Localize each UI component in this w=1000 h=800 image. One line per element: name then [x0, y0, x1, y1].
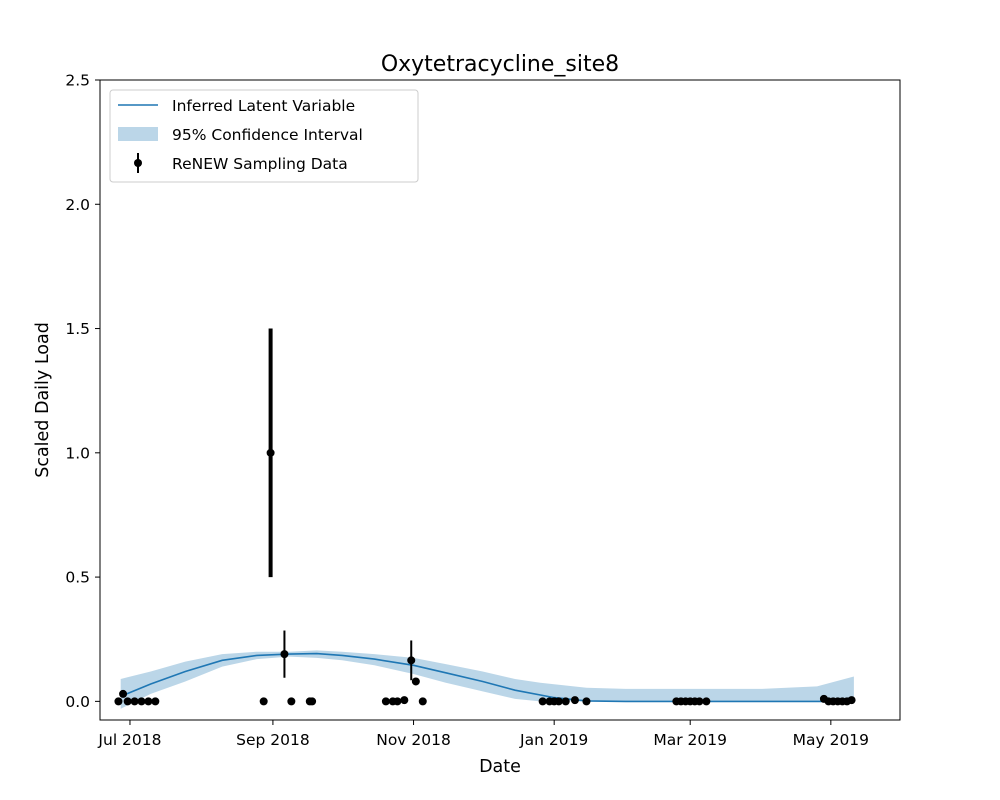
y-axis-label: Scaled Daily Load	[33, 322, 53, 478]
data-point	[119, 689, 128, 698]
data-point	[407, 656, 416, 665]
data-point	[582, 697, 591, 706]
latent-line-layer	[120, 652, 854, 703]
y-tick-label: 1.5	[65, 320, 90, 338]
data-point	[538, 697, 547, 706]
data-point	[702, 697, 711, 706]
x-axis-label: Date	[479, 757, 521, 777]
y-tick-label: 2.5	[65, 72, 90, 90]
legend-frame	[109, 89, 419, 183]
y-tick-label: 0.5	[65, 569, 90, 587]
data-point	[561, 697, 570, 706]
y-tick-label: 2.0	[65, 196, 90, 214]
data-point	[381, 697, 390, 706]
data-point	[137, 697, 146, 706]
y-tick-label: 0.0	[65, 693, 90, 711]
confidence-band	[120, 650, 854, 709]
x-tick-label: Nov 2018	[376, 731, 451, 749]
x-tick-label: Jul 2018	[97, 731, 161, 749]
sampling-data-layer	[114, 328, 856, 706]
legend: Inferred Latent Variable 95% Confidence I…	[109, 89, 419, 183]
x-tick-label: Sep 2018	[236, 731, 310, 749]
data-point	[287, 697, 296, 706]
data-point	[308, 697, 317, 706]
data-point	[411, 677, 420, 686]
data-point	[554, 697, 563, 706]
data-point	[123, 697, 132, 706]
legend-band-swatch	[118, 127, 158, 141]
data-point	[280, 650, 289, 659]
data-point	[259, 697, 268, 706]
data-point	[695, 697, 704, 706]
legend-label: Inferred Latent Variable	[172, 97, 355, 115]
x-tick-label: Jan 2019	[519, 731, 588, 749]
y-axis-ticks: 0.0 0.5 1.0 1.5 2.0 2.5	[65, 72, 100, 711]
confidence-band-layer	[120, 650, 854, 709]
latent-variable-line	[120, 652, 854, 703]
data-point	[266, 448, 275, 457]
data-point	[130, 697, 139, 706]
data-point	[114, 697, 123, 706]
data-point	[847, 696, 856, 705]
x-tick-label: May 2019	[793, 731, 869, 749]
legend-label: ReNEW Sampling Data	[172, 155, 348, 173]
x-axis-ticks: Jul 2018 Sep 2018 Nov 2018 Jan 2019 Mar 2019…	[97, 720, 869, 749]
data-point	[144, 697, 153, 706]
data-point	[393, 697, 402, 706]
chart-title: Oxytetracycline_site8	[381, 52, 619, 77]
legend-point-swatch	[134, 159, 142, 167]
data-point	[151, 697, 160, 706]
plot-frame	[99, 79, 901, 721]
legend-label: 95% Confidence Interval	[172, 126, 363, 144]
data-point	[400, 696, 409, 705]
y-tick-label: 1.0	[65, 444, 90, 462]
plot-area	[114, 328, 856, 709]
data-point	[418, 697, 427, 706]
x-tick-label: Mar 2019	[653, 731, 727, 749]
data-point	[570, 696, 579, 705]
